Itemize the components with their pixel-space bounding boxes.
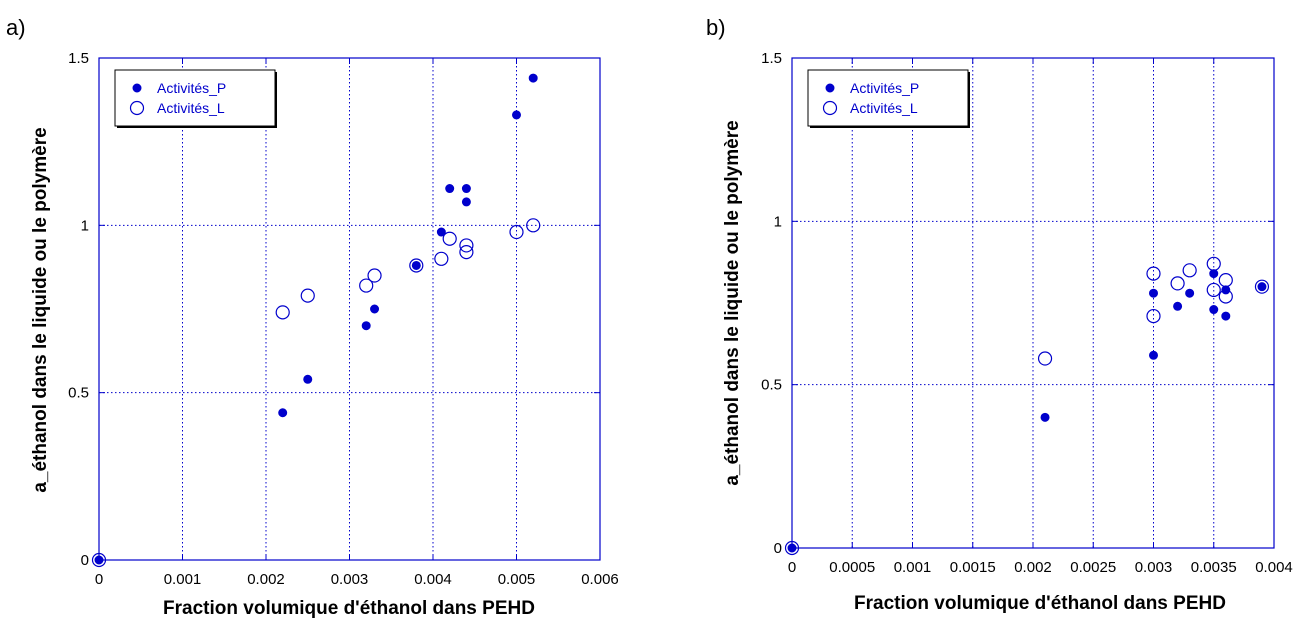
x-tick-label: 0.002 [247, 571, 285, 588]
legend-label: Activités_P [850, 80, 919, 96]
data-point-l [526, 218, 541, 233]
data-point-p [411, 260, 421, 270]
data-point-l [1146, 266, 1161, 281]
data-point-p [1185, 288, 1195, 298]
panel-label: b) [706, 15, 726, 40]
data-point-l [367, 268, 382, 283]
legend-label: Activités_L [850, 100, 918, 116]
legend-box [114, 69, 276, 127]
data-point-l [1146, 308, 1161, 324]
data-point-l [1218, 289, 1233, 304]
x-tick-label: 0.002 [1014, 559, 1052, 576]
data-point-p [461, 197, 471, 207]
data-point-p [278, 408, 288, 418]
x-tick-label: 0.0005 [829, 559, 875, 576]
data-point-p [370, 304, 380, 314]
data-point-l [1218, 273, 1233, 288]
y-axis-title: a_éthanol dans le liquide ou le polymère [722, 120, 743, 485]
data-point-p [361, 321, 371, 331]
legend-box [807, 69, 969, 127]
data-point-l [275, 305, 290, 320]
x-tick-label: 0.004 [414, 571, 452, 588]
x-tick-label: 0.003 [331, 571, 369, 588]
legend-marker [132, 83, 142, 93]
x-tick-label: 0.005 [498, 571, 536, 588]
data-point-p [1149, 350, 1158, 360]
data-point-l [1206, 256, 1221, 271]
panel-b: b) 0 0.0005 0.001 0.0015 0.002 0.0025 0.003 0.0… [706, 15, 1293, 614]
data-point-l [509, 224, 524, 240]
y-tick-label: 1 [774, 213, 782, 230]
y-tick-label: 1 [81, 217, 89, 234]
legend-marker [822, 100, 838, 116]
data-point-p [1209, 305, 1219, 315]
x-tick-label: 0.001 [894, 559, 932, 576]
x-tick-label: 0 [788, 559, 796, 576]
data-point-p [1040, 412, 1050, 422]
data-point-l [1182, 263, 1197, 278]
data-point-l [784, 540, 800, 556]
data-point-p [512, 110, 521, 120]
data-point-l [434, 251, 449, 266]
x-tick-label: 0.001 [164, 571, 202, 588]
data-point-l [359, 278, 374, 293]
y-tick-label: 0 [774, 540, 782, 557]
data-point-l [1206, 282, 1221, 298]
data-point-l [459, 245, 474, 260]
data-point-l [409, 258, 424, 273]
data-point-p [1149, 288, 1158, 298]
legend-marker [825, 83, 835, 93]
x-axis-title: Fraction volumique d'éthanol dans PEHD [854, 593, 1226, 614]
panel-a: a) 0 0.001 0.002 0.003 0.004 0.005 0.006 0 0.5 1 1… [6, 15, 619, 619]
x-tick-label: 0.004 [1255, 559, 1293, 576]
data-point-p [436, 227, 446, 237]
x-tick-label: 0.0025 [1070, 559, 1116, 576]
x-tick-label: 0.0015 [950, 559, 996, 576]
data-point-p [1209, 269, 1219, 279]
y-tick-label: 1.5 [761, 50, 782, 67]
x-tick-label: 0 [95, 571, 103, 588]
data-point-p [445, 184, 455, 194]
data-point-l [459, 238, 474, 253]
legend-label: Activités_P [157, 80, 226, 96]
y-tick-label: 0.5 [761, 377, 782, 394]
x-tick-label: 0.003 [1135, 559, 1173, 576]
x-tick-label: 0.0035 [1191, 559, 1237, 576]
data-point-p [461, 184, 471, 194]
x-axis-title: Fraction volumique d'éthanol dans PEHD [163, 598, 535, 619]
y-axis-title: a_éthanol dans le liquide ou le polymère [30, 127, 51, 492]
data-point-l [1254, 279, 1270, 294]
data-point-l [300, 288, 315, 303]
data-point-p [94, 555, 104, 565]
plot-frame [98, 57, 601, 561]
data-point-l [1037, 351, 1053, 366]
x-tick-label: 0.006 [581, 571, 619, 588]
panel-label: a) [6, 15, 26, 40]
data-point-p [528, 73, 538, 83]
y-tick-label: 0.5 [68, 385, 89, 402]
scatter-plot-b: 0 0.0005 0.001 0.0015 0.002 0.0025 0.003 0.0035… [761, 50, 1293, 576]
data-point-l [91, 552, 107, 568]
data-point-p [787, 543, 797, 553]
data-point-l [442, 231, 457, 246]
scatter-plot-a: 0 0.001 0.002 0.003 0.004 0.005 0.006 0 0.5 1 1.5 A… [68, 50, 619, 588]
legend-label: Activités_L [157, 100, 225, 116]
data-point-p [303, 374, 313, 384]
data-point-l [1170, 276, 1185, 291]
legend-marker [129, 100, 145, 116]
y-tick-label: 1.5 [68, 50, 89, 67]
data-point-p [1173, 301, 1183, 311]
y-tick-label: 0 [81, 552, 89, 569]
data-point-p [1221, 311, 1231, 321]
data-point-p [1257, 282, 1267, 292]
